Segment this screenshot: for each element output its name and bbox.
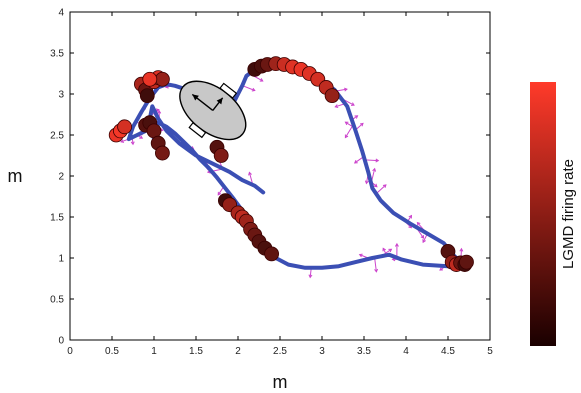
- flow-vector-head: [408, 214, 413, 219]
- robot-icon: [179, 80, 247, 141]
- y-tick-label: 1: [58, 254, 64, 265]
- flow-vector-head: [364, 180, 369, 185]
- y-tick-label: 1.5: [50, 213, 64, 224]
- flow-vector: [364, 159, 379, 162]
- robot-arrow-y: [216, 97, 223, 105]
- flow-vector-head: [394, 242, 399, 247]
- flow-vector-head: [422, 239, 426, 244]
- y-tick-label: 0.5: [50, 295, 64, 306]
- x-tick-label: 5: [487, 346, 493, 357]
- spike-marker: [154, 145, 170, 161]
- flow-vector-head: [354, 115, 359, 119]
- flow-vector-head: [248, 171, 252, 176]
- x-tick-label: 0: [67, 346, 73, 357]
- spike-markers: [108, 56, 474, 272]
- flow-vector-head: [382, 247, 386, 252]
- flow-vector-head: [343, 87, 348, 92]
- flow-vector: [375, 184, 387, 195]
- flow-vector-head: [375, 158, 380, 163]
- robot-wheel-top: [219, 82, 238, 99]
- spike-marker: [139, 88, 155, 104]
- x-tick-label: 4: [403, 346, 409, 357]
- flow-vector: [242, 85, 255, 91]
- colorbar-label: LGMD firing rate: [560, 159, 577, 269]
- flow-vector-head: [130, 141, 135, 146]
- flow-vector-head: [459, 247, 464, 252]
- y-tick-label: 2.5: [50, 131, 64, 142]
- flow-vector-head: [358, 253, 363, 258]
- x-ticks: 0 0.5 1 1.5 2 2.5 3 3.5 4 4.5 5: [67, 12, 493, 357]
- spike-marker: [142, 71, 158, 87]
- robot-body: [179, 80, 247, 141]
- flow-vector-head: [350, 102, 355, 106]
- y-tick-label: 3.5: [50, 49, 64, 60]
- flow-vector-head: [382, 184, 387, 188]
- x-tick-label: 3: [319, 346, 325, 357]
- flow-vector-head: [344, 134, 349, 139]
- x-tick-label: 3.5: [357, 346, 371, 357]
- flow-vector-head: [374, 268, 379, 273]
- flow-vector-head: [439, 267, 444, 271]
- x-tick-label: 2: [235, 346, 241, 357]
- y-ticks: 0 0.5 1 1.5 2 2.5 3 3.5 4: [50, 8, 490, 347]
- spike-marker: [146, 123, 162, 139]
- x-tick-label: 2.5: [273, 346, 287, 357]
- y-tick-label: 4: [58, 8, 64, 19]
- flow-vector-head: [139, 135, 144, 139]
- flow-vector: [374, 257, 377, 272]
- spike-marker: [213, 148, 229, 163]
- x-tick-label: 0.5: [105, 346, 119, 357]
- x-tick-label: 1: [151, 346, 157, 357]
- y-tick-label: 2: [58, 172, 64, 183]
- flow-vector-head: [251, 87, 256, 92]
- spike-marker: [264, 246, 280, 262]
- spike-marker: [117, 119, 132, 135]
- robot-arrow-x: [192, 94, 199, 101]
- x-tick-label: 4.5: [441, 346, 455, 357]
- y-tick-label: 0: [58, 336, 64, 347]
- flow-vector-head: [308, 274, 313, 279]
- flow-vector-head: [120, 139, 125, 143]
- flow-vector-head: [420, 235, 425, 239]
- y-tick-label: 3: [58, 90, 64, 101]
- spike-marker: [324, 88, 340, 104]
- x-axis-label: m: [273, 372, 288, 392]
- flow-vector-head: [157, 109, 162, 114]
- flow-vector-head: [344, 121, 349, 126]
- colorbar: [530, 82, 556, 346]
- flow-vector-head: [353, 159, 358, 164]
- spike-marker: [154, 71, 170, 87]
- flow-vector-head: [259, 78, 264, 82]
- flow-vector-head: [373, 183, 378, 188]
- flow-vector-head: [372, 167, 377, 172]
- robot-wheel-bottom: [188, 121, 207, 139]
- y-axis-label: m: [8, 166, 23, 186]
- spike-marker: [459, 254, 474, 270]
- flow-vector-head: [359, 122, 364, 127]
- flow-vector-head: [388, 248, 393, 253]
- flow-vector-head: [217, 191, 222, 196]
- x-tick-label: 1.5: [189, 346, 203, 357]
- flow-vector-head: [416, 221, 421, 226]
- flow-vector-head: [334, 104, 339, 108]
- trajectory-line: [126, 62, 467, 270]
